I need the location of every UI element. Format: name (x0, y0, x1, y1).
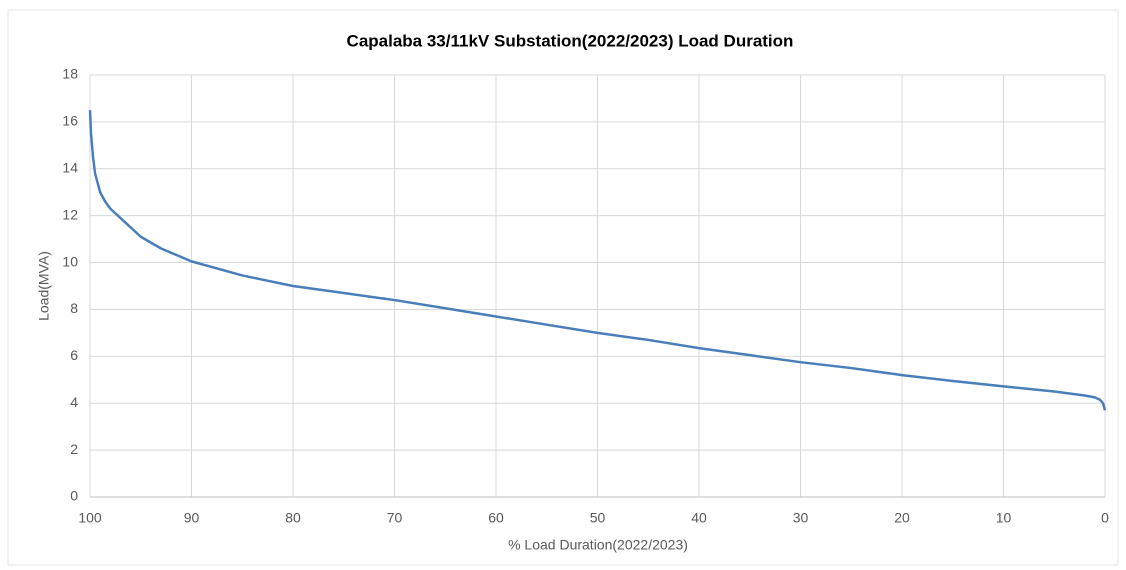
y-tick-label: 4 (70, 394, 78, 410)
x-tick-label: 60 (488, 510, 504, 526)
y-tick-label: 10 (62, 253, 78, 269)
y-tick-label: 0 (70, 488, 78, 504)
x-tick-label: 80 (285, 510, 301, 526)
y-tick-label: 6 (70, 347, 78, 363)
y-tick-label: 12 (62, 206, 78, 222)
x-tick-label: 100 (78, 510, 102, 526)
x-tick-label: 30 (793, 510, 809, 526)
x-tick-label: 40 (691, 510, 707, 526)
y-tick-label: 8 (70, 300, 78, 316)
chart-frame (7, 9, 1119, 566)
x-tick-label: 10 (996, 510, 1012, 526)
y-tick-label: 14 (62, 159, 78, 175)
y-tick-label: 18 (62, 66, 78, 82)
x-tick-label: 0 (1101, 510, 1109, 526)
x-tick-label: 70 (387, 510, 403, 526)
y-tick-label: 2 (70, 441, 78, 457)
y-axis-label: Load(MVA) (36, 251, 52, 321)
x-tick-label: 20 (894, 510, 910, 526)
x-axis-label: % Load Duration(2022/2023) (508, 537, 688, 553)
y-tick-label: 16 (62, 113, 78, 129)
x-tick-label: 90 (184, 510, 200, 526)
chart-title: Capalaba 33/11kV Substation(2022/2023) L… (347, 31, 794, 50)
x-tick-label: 50 (590, 510, 606, 526)
data-line (88, 110, 1107, 411)
